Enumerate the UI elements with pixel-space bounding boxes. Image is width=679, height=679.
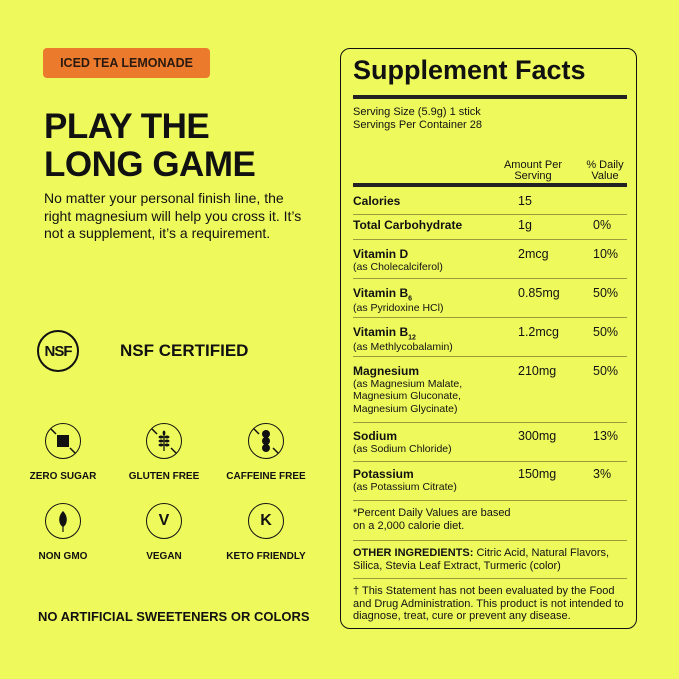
other-ingredients-text: Citric Acid, Natural Flavors, Silica, St… (353, 547, 610, 572)
serving-info: Serving Size (5.9g) 1 stick Servings Per… (353, 106, 482, 131)
fda-disclaimer: † This Statement has not been evaluated … (353, 585, 624, 622)
header-line: Serving (514, 170, 552, 182)
divider (353, 317, 627, 318)
flavor-badge: ICED TEA LEMONADE (43, 48, 210, 78)
feature-label: VEGAN (146, 551, 182, 562)
divider (353, 95, 627, 99)
nsf-label: NSF CERTIFIED (120, 341, 249, 360)
nutrient-dv: 3% (593, 467, 612, 481)
nutrient-source: (as Cholecalciferol) (353, 261, 443, 273)
serving-size: Serving Size (5.9g) 1 stick (353, 106, 481, 118)
nutrient-row: Calories (353, 194, 503, 208)
no-coffee-bean-icon (248, 423, 284, 459)
nutrient-name: Vitamin D (353, 247, 409, 261)
nutrient-row: Vitamin B6 (as Pyridoxine HCl) (353, 286, 503, 315)
nutrient-amount: 150mg (518, 467, 557, 481)
headline: PLAY THE LONG GAME (44, 107, 256, 184)
feature-caffeine-free: CAFFEINE FREE (211, 423, 321, 482)
divider (353, 278, 627, 279)
feature-label: ZERO SUGAR (29, 471, 97, 482)
nutrient-name: Vitamin B12 (353, 325, 416, 342)
supplement-facts-panel: Supplement Facts Serving Size (5.9g) 1 s… (340, 48, 637, 629)
nutrient-row: Sodium (as Sodium Chloride) (353, 429, 503, 455)
divider (353, 214, 627, 215)
nutrient-source: (as Magnesium Malate, Magnesium Gluconat… (353, 378, 463, 415)
feature-zero-sugar: ZERO SUGAR (8, 423, 118, 482)
headline-line: LONG GAME (44, 145, 256, 184)
nutrient-amount: 2mcg (518, 247, 549, 261)
nutrient-row: Vitamin B12 (as Methlycobalamin) (353, 325, 503, 354)
nutrient-name: Potassium (353, 467, 414, 481)
other-ingredients-label: OTHER INGREDIENTS: (353, 547, 474, 559)
header-line: Amount Per (503, 159, 563, 171)
nutrient-name: Calories (353, 194, 401, 208)
nutrient-source: (as Pyridoxine HCl) (353, 302, 444, 315)
divider (353, 183, 627, 187)
nutrient-amount: 300mg (518, 429, 557, 443)
nutrient-amount: 1.2mcg (518, 325, 559, 339)
divider (353, 422, 627, 423)
leaf-icon (45, 503, 81, 539)
nutrient-dv: 50% (593, 364, 619, 378)
nutrient-row: Potassium (as Potassium Citrate) (353, 467, 503, 493)
dv-note: *Percent Daily Values are based on a 2,0… (353, 507, 511, 532)
divider (353, 239, 627, 240)
nsf-logo-text: NSF (44, 342, 73, 360)
facts-title: Supplement Facts (353, 55, 586, 85)
no-sugar-icon (45, 423, 81, 459)
nsf-logo: NSF (37, 330, 79, 372)
no-wheat-icon (146, 423, 182, 459)
servings-per-container: Servings Per Container 28 (353, 118, 483, 131)
feature-keto-friendly: K KETO FRIENDLY (211, 503, 321, 562)
divider (353, 500, 627, 501)
other-ingredients: OTHER INGREDIENTS: Citric Acid, Natural … (353, 547, 631, 572)
nutrient-source: (as Potassium Citrate) (353, 481, 457, 493)
nutrient-row: Total Carbohydrate (353, 218, 503, 232)
vegan-v-icon: V (146, 503, 182, 539)
nutrient-dv: 0% (593, 218, 612, 232)
nutrient-amount: 1g (518, 218, 532, 232)
feature-label: KETO FRIENDLY (226, 551, 306, 562)
nutrient-row: Magnesium (as Magnesium Malate, Magnesiu… (353, 364, 503, 415)
nutrient-name: Total Carbohydrate (353, 218, 463, 232)
amount-header: Amount Per Serving (493, 160, 573, 182)
feature-gluten-free: GLUTEN FREE (109, 423, 219, 482)
description: No matter your personal finish line, the… (44, 190, 302, 241)
nutrient-amount: 0.85mg (518, 286, 560, 300)
divider (353, 461, 627, 462)
nutrient-dv: 10% (593, 247, 619, 261)
nutrient-name: Magnesium (353, 364, 420, 378)
nutrient-dv: 50% (593, 286, 619, 300)
divider (353, 578, 627, 579)
nutrient-dv: 50% (593, 325, 619, 339)
nutrient-name: Sodium (353, 429, 397, 443)
nutrient-amount: 210mg (518, 364, 557, 378)
headline-line: PLAY THE (44, 107, 210, 146)
nutrient-source: (as Methlycobalamin) (353, 341, 453, 354)
keto-k-icon: K (248, 503, 284, 539)
header-line: % Daily (586, 159, 624, 171)
icon-glyph: K (260, 512, 272, 529)
nutrient-row: Vitamin D (as Cholecalciferol) (353, 247, 503, 273)
nutrient-source: (as Sodium Chloride) (353, 443, 452, 455)
dv-header: % Daily Value (577, 160, 633, 182)
nutrient-dv: 13% (593, 429, 619, 443)
footer-claim: NO ARTIFICIAL SWEETENERS OR COLORS (38, 609, 310, 624)
nutrient-amount: 15 (518, 194, 532, 208)
divider (353, 540, 627, 541)
feature-label: CAFFEINE FREE (226, 471, 306, 482)
divider (353, 356, 627, 357)
feature-label: NON GMO (38, 551, 88, 562)
icon-glyph: V (158, 512, 170, 529)
feature-label: GLUTEN FREE (128, 471, 200, 482)
feature-vegan: V VEGAN (109, 503, 219, 562)
nutrient-name: Vitamin B6 (353, 286, 413, 303)
feature-non-gmo: NON GMO (8, 503, 118, 562)
header-line: Value (591, 170, 619, 182)
